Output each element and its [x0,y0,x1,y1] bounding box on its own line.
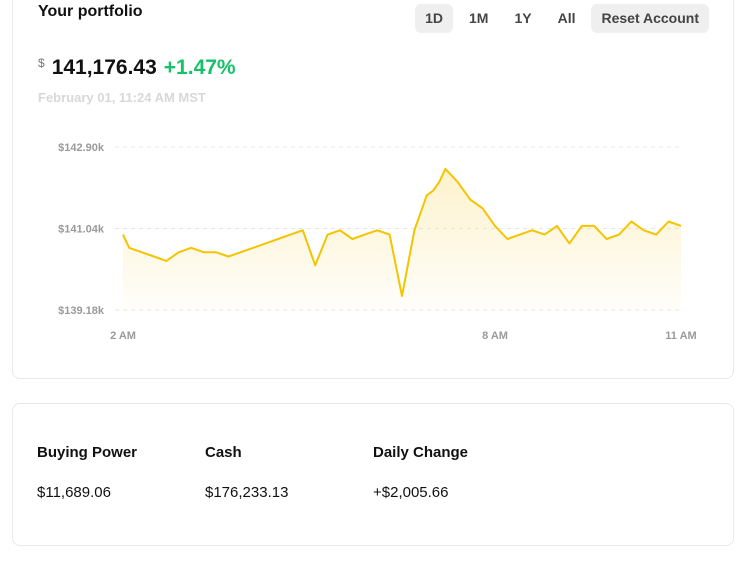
cash-value: $176,233.13 [205,484,289,501]
daily-change-stat: Daily Change +$2,005.66 [373,444,468,501]
portfolio-title: Your portfolio [38,3,143,20]
portfolio-value-row: $ 141,176.43 +1.47% [38,56,236,80]
range-1y-button[interactable]: 1Y [514,10,532,26]
range-1d-button[interactable]: 1D [415,4,454,33]
portfolio-chart[interactable]: $142.90k $141.04k $139.18k 2 AM 8 AM 11 AM [13,0,735,379]
x-tick-label: 11 AM [665,330,696,342]
currency-symbol: $ [38,56,45,70]
buying-power-label: Buying Power [37,444,138,461]
buying-power-stat: Buying Power $11,689.06 [37,444,137,501]
x-tick-label: 8 AM [482,330,508,342]
portfolio-timestamp: February 01, 11:24 AM MST [38,90,206,105]
portfolio-card: Your portfolio 1D 1M 1Y All Reset Accoun… [12,0,734,379]
chart-line [122,167,682,297]
daily-change-value: +$2,005.66 [373,484,449,501]
daily-change-label: Daily Change [373,444,469,461]
range-1m-button[interactable]: 1M [469,10,489,26]
y-tick-label: $141.04k [58,224,105,236]
x-tick-label: 2 AM [110,330,136,342]
y-tick-label: $139.18k [58,305,105,317]
range-selector: 1D 1M 1Y All Reset Account [415,4,709,33]
cash-stat: Cash $176,233.13 [205,444,288,501]
chart-area [123,168,681,310]
buying-power-value: $11,689.06 [37,484,111,501]
portfolio-value: 141,176.43 [51,56,157,79]
portfolio-change: +1.47% [163,56,236,79]
y-tick-label: $142.90k [58,142,105,154]
stats-card: Buying Power $11,689.06 Cash $176,233.13… [12,403,734,546]
range-all-button[interactable]: All [557,10,576,26]
reset-account-button[interactable]: Reset Account [591,4,709,33]
cash-label: Cash [205,444,242,461]
